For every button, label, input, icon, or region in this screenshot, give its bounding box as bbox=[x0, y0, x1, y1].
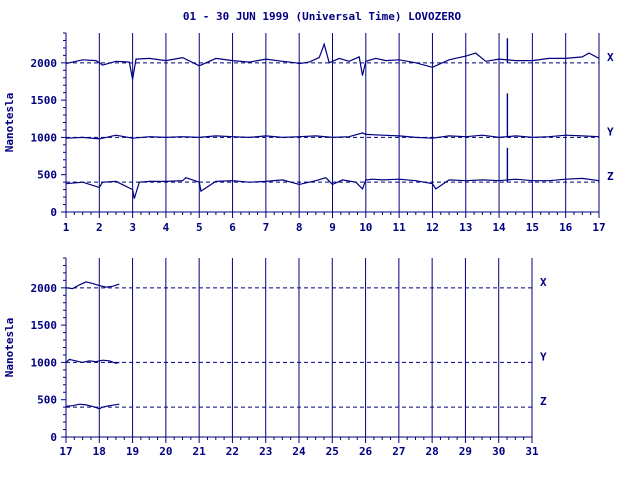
x-tick-label: 4 bbox=[163, 221, 170, 234]
x-tick-label: 7 bbox=[263, 221, 270, 234]
x-tick-label: 25 bbox=[326, 445, 339, 458]
y-tick-label: 1000 bbox=[31, 131, 58, 144]
x-tick-label: 10 bbox=[359, 221, 372, 234]
x-tick-label: 16 bbox=[559, 221, 573, 234]
x-tick-label: 22 bbox=[226, 445, 239, 458]
series-z-trace bbox=[65, 403, 120, 410]
y-tick-label: 1000 bbox=[31, 356, 58, 369]
x-tick-label: 14 bbox=[492, 221, 506, 234]
series-x-trace bbox=[65, 281, 120, 290]
component-label-x: X bbox=[540, 276, 547, 289]
series-z-trace bbox=[65, 177, 600, 199]
x-tick-label: 31 bbox=[525, 445, 539, 458]
chart-title: 01 - 30 JUN 1999 (Universal Time) LOVOZE… bbox=[183, 10, 462, 23]
x-tick-label: 19 bbox=[126, 445, 139, 458]
x-tick-label: 11 bbox=[393, 221, 407, 234]
series-y-trace bbox=[65, 358, 120, 364]
y-tick-label: 0 bbox=[50, 431, 57, 444]
x-tick-label: 27 bbox=[392, 445, 405, 458]
x-tick-label: 1 bbox=[63, 221, 70, 234]
y-tick-label: 500 bbox=[37, 169, 57, 182]
panel-bottom: 17 18 19 20 21 22 23 24 25 26 27 28 29 30 31 0 500 1000 15… bbox=[3, 257, 547, 458]
y-tick-label: 2000 bbox=[31, 282, 58, 295]
x-tick-label: 12 bbox=[426, 221, 439, 234]
panels: 1 2 3 4 5 6 7 8 9 10 11 12 13 14 15 16 17050010001500200… bbox=[3, 32, 614, 458]
x-tick-label: 30 bbox=[492, 445, 505, 458]
x-tick-label: 13 bbox=[459, 221, 472, 234]
x-tick-label: 5 bbox=[196, 221, 203, 234]
component-label-z: Z bbox=[540, 395, 547, 408]
x-tick-label: 20 bbox=[159, 445, 172, 458]
x-tick-label: 2 bbox=[96, 221, 103, 234]
x-tick-label: 24 bbox=[292, 445, 306, 458]
y-tick-label: 2000 bbox=[31, 57, 58, 70]
y-tick-label: 1500 bbox=[31, 94, 58, 107]
x-tick-label: 28 bbox=[426, 445, 439, 458]
x-tick-label: 9 bbox=[329, 221, 336, 234]
x-tick-label: 3 bbox=[129, 221, 136, 234]
panel-top: 1 2 3 4 5 6 7 8 9 10 11 12 13 14 15 16 17050010001500200… bbox=[3, 32, 614, 234]
x-tick-label: 8 bbox=[296, 221, 303, 234]
y-tick-label: 500 bbox=[37, 394, 57, 407]
x-tick-label: 6 bbox=[229, 221, 236, 234]
component-label-y: Y bbox=[607, 125, 614, 138]
series-x-trace bbox=[65, 42, 600, 80]
y-tick-label: 0 bbox=[50, 206, 57, 219]
component-label-y: Y bbox=[540, 350, 547, 363]
component-label-z: Z bbox=[607, 170, 614, 183]
y-axis-label: Nanotesla bbox=[3, 93, 16, 153]
x-tick-label: 17 bbox=[592, 221, 605, 234]
x-tick-label: 26 bbox=[359, 445, 373, 458]
x-tick-label: 23 bbox=[259, 445, 272, 458]
x-tick-label: 29 bbox=[459, 445, 472, 458]
x-tick-label: 17 bbox=[59, 445, 72, 458]
x-tick-label: 18 bbox=[93, 445, 106, 458]
x-tick-label: 15 bbox=[526, 221, 539, 234]
y-tick-label: 1500 bbox=[31, 319, 58, 332]
y-axis-label: Nanotesla bbox=[3, 318, 16, 378]
x-tick-label: 21 bbox=[193, 445, 207, 458]
component-label-x: X bbox=[607, 51, 614, 64]
